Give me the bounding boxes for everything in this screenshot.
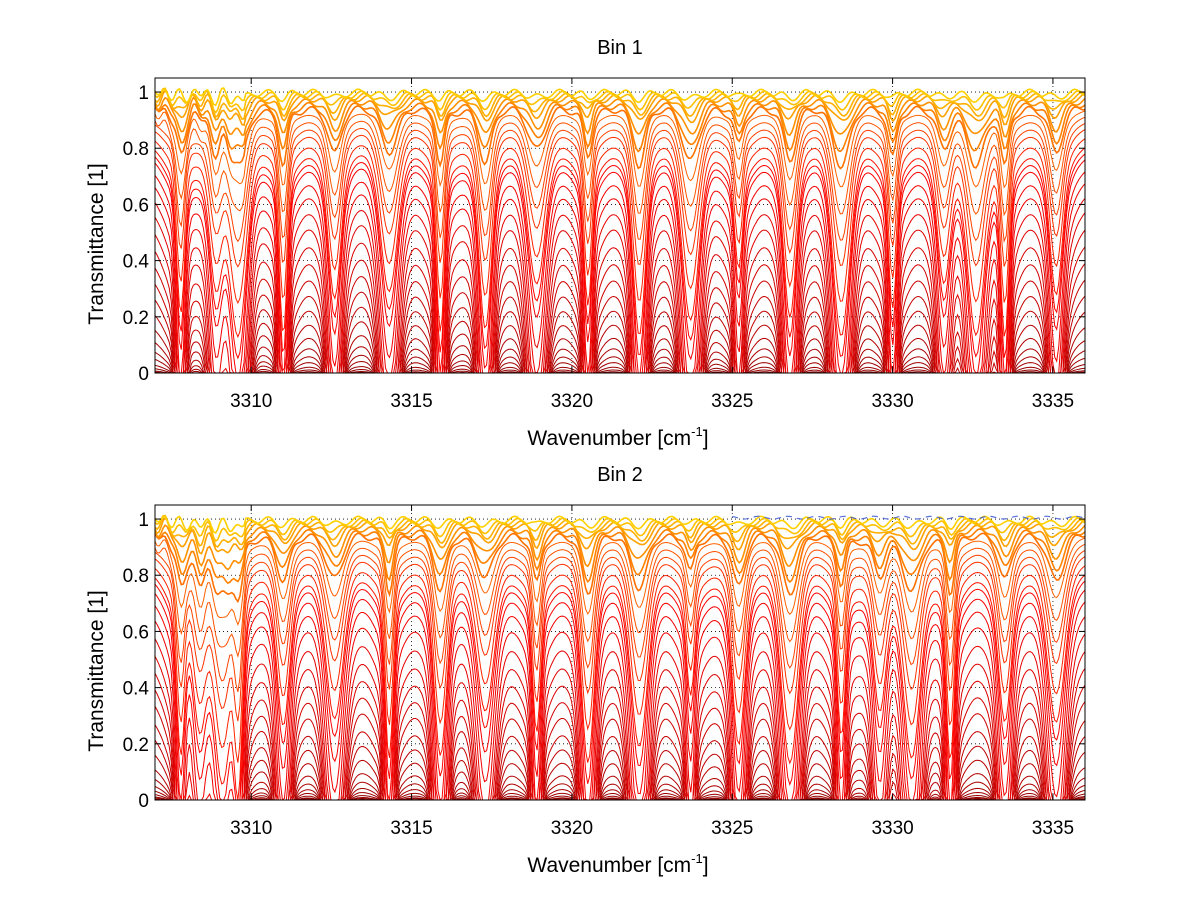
x-tick-label: 3320 [551,818,593,839]
series-line [155,514,1085,543]
series-line [155,574,1085,800]
axis-ticks: 3310 3315 3320 3325 3330 3335 0 0.2 0.4 0.6 0.8 1 [123,505,1085,839]
series-line [155,589,1085,800]
series-line [155,110,1085,189]
x-tick-label: 3310 [230,391,272,412]
y-tick-label: 0.8 [123,566,149,587]
series-line [155,616,1085,800]
series-line [155,370,1085,373]
series-line [155,327,1085,373]
axes-frame [154,504,1086,801]
series-line [155,537,1085,627]
y-tick-label: 0.4 [123,679,150,700]
series-line [155,350,1085,373]
series-line [155,105,1085,170]
series-line [155,147,1085,339]
y-tick-label: 0.2 [123,308,149,329]
series-line [155,367,1085,373]
series-line [155,263,1085,373]
chart-title: Bin 1 [597,37,643,59]
series-line [155,129,1085,268]
series-line [155,651,1085,800]
series-line [155,550,1085,693]
series-line [155,212,1085,373]
series-line [155,87,1085,107]
y-tick-label: 0.8 [123,139,149,160]
series-line [155,767,1085,800]
series-line [155,138,1085,305]
series-line [155,784,1085,800]
series-line [732,515,1085,520]
series-line [155,340,1085,373]
series-line [155,87,1085,114]
series-line [155,279,1085,373]
series-line [155,720,1085,800]
series-line [155,122,1085,243]
series-line [155,633,1085,800]
series-line [155,246,1085,373]
series-line [155,701,1085,800]
x-tick-label: 3325 [711,818,753,839]
x-tick-label: 3330 [871,391,913,412]
y-tick-label: 0.4 [123,252,150,273]
series-line [155,796,1085,800]
y-tick-label: 0.6 [123,622,149,643]
x-tick-label: 3335 [1032,391,1074,412]
series-group [155,87,1085,373]
series-line [155,751,1085,800]
series-line [155,532,1085,604]
x-tick-label: 3310 [230,818,272,839]
x-tick-label: 3315 [390,818,432,839]
y-tick-label: 0 [138,791,149,812]
series-line [155,357,1085,373]
x-axis-label: Wavenumber [cm-1] [527,851,708,877]
series-line [155,198,1085,373]
series-line [155,364,1085,373]
panel-bin-2: Bin 2 3310 3315 3320 3325 3330 3335 0 0.2 0.4 0.6… [85,464,1086,877]
panel-bin-1: Bin 1 3310 3315 3320 3325 3330 3335 0 0.2 0.4 0.6… [85,37,1086,450]
series-line [155,543,1085,659]
series-line [155,153,1085,360]
chart-title: Bin 2 [597,464,643,486]
series-line [155,515,1085,534]
axis-ticks: 3310 3315 3320 3325 3330 3335 0 0.2 0.4 0.6 0.8 1 [123,78,1085,412]
series-line [155,736,1085,800]
series-line [155,601,1085,800]
series-line [155,580,1085,800]
series-line [155,183,1085,373]
series-line [155,684,1085,800]
series-line [155,229,1085,373]
series-line [155,668,1085,800]
x-tick-label: 3330 [871,818,913,839]
y-tick-label: 0.6 [123,195,149,216]
series-line [155,295,1085,373]
series-line [155,159,1085,373]
x-axis-label: Wavenumber [cm-1] [527,424,708,450]
y-axis-label: Transmittance [1] [85,590,108,751]
y-tick-label: 0.2 [123,735,149,756]
y-tick-label: 1 [138,83,149,104]
series-line [155,528,1085,585]
series-line [155,565,1085,763]
series-line [155,556,1085,722]
y-axis-label: Transmittance [1] [85,163,108,324]
series-line [155,777,1085,800]
y-tick-label: 0 [138,364,149,385]
series-group [155,514,1085,800]
series-line [155,171,1085,373]
x-tick-label: 3325 [711,391,753,412]
series-line [155,311,1085,373]
series-line [155,793,1085,800]
x-tick-label: 3335 [1032,818,1074,839]
x-tick-label: 3320 [551,391,593,412]
y-tick-label: 1 [138,510,149,531]
axes-frame [154,77,1086,374]
x-tick-label: 3315 [390,391,432,412]
series-line [155,116,1085,217]
series-line [155,101,1085,153]
